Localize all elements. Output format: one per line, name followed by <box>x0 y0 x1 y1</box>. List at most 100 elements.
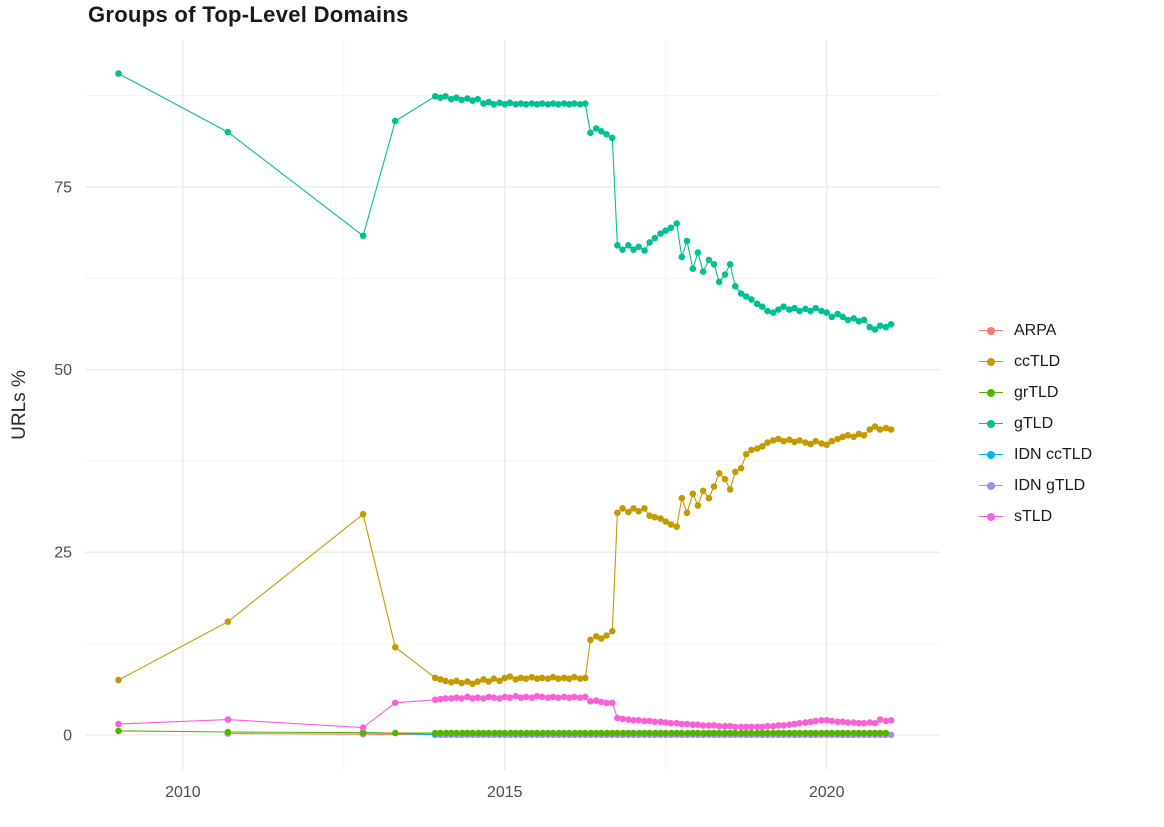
data-point-ccTLD <box>791 438 798 446</box>
data-point-ccTLD <box>587 636 594 644</box>
legend-label: ccTLD <box>1014 352 1061 370</box>
data-point-sTLD <box>844 719 852 726</box>
data-point-sTLD <box>860 719 868 727</box>
data-point-gTLD <box>115 70 122 77</box>
data-point-gTLD <box>517 100 525 107</box>
data-point-ccTLD <box>453 677 460 685</box>
data-point-sTLD <box>737 723 745 731</box>
data-point-grTLD <box>748 729 755 737</box>
data-point-gTLD <box>759 303 766 311</box>
data-point-grTLD <box>871 729 879 737</box>
data-point-sTLD <box>506 694 514 701</box>
data-point-gTLD <box>791 304 798 312</box>
data-point-gTLD <box>533 101 541 108</box>
data-point-gTLD <box>855 318 863 325</box>
data-point-grTLD <box>802 729 809 737</box>
data-point-sTLD <box>538 693 546 701</box>
legend-item-IDN-ccTLD: IDN ccTLD <box>978 439 1092 470</box>
data-point-IDN-gTLD <box>887 731 895 739</box>
data-point-grTLD <box>818 729 825 737</box>
data-point-grTLD <box>882 729 890 737</box>
data-point-sTLD <box>705 722 713 729</box>
data-point-sTLD <box>732 723 739 731</box>
data-point-gTLD <box>818 307 825 315</box>
data-point-grTLD <box>678 729 686 737</box>
data-point-grTLD <box>392 729 399 737</box>
data-point-sTLD <box>560 693 568 701</box>
data-point-sTLD <box>759 723 766 731</box>
legend-key-dot-icon <box>978 353 1004 371</box>
data-point-ccTLD <box>603 632 610 639</box>
data-point-sTLD <box>694 721 702 728</box>
data-point-grTLD <box>630 729 637 737</box>
data-point-grTLD <box>668 729 675 737</box>
data-point-sTLD <box>480 695 487 702</box>
data-point-ccTLD <box>651 513 659 521</box>
data-point-grTLD <box>464 729 471 737</box>
data-point-gTLD <box>742 293 750 300</box>
legend-label: sTLD <box>1014 507 1053 525</box>
data-point-ccTLD <box>753 445 761 452</box>
data-point-ccTLD <box>619 505 626 512</box>
data-point-sTLD <box>469 695 476 702</box>
data-point-ccTLD <box>115 676 122 684</box>
data-point-gTLD <box>737 290 745 297</box>
data-point-grTLD <box>619 729 627 737</box>
data-point-grTLD <box>823 729 830 737</box>
data-point-ccTLD <box>485 678 493 685</box>
data-point-sTLD <box>764 722 771 730</box>
data-point-sTLD <box>587 698 594 705</box>
data-point-ccTLD <box>694 502 702 509</box>
data-point-gTLD <box>448 95 455 103</box>
data-point-grTLD <box>571 729 579 737</box>
data-point-sTLD <box>689 721 697 728</box>
legend-item-IDN-gTLD: IDN gTLD <box>978 470 1092 501</box>
y-tick-label: 25 <box>54 545 72 562</box>
data-point-grTLD <box>662 729 669 737</box>
data-point-gTLD <box>571 100 578 107</box>
data-point-sTLD <box>775 722 782 729</box>
data-point-sTLD <box>710 722 718 729</box>
data-point-ccTLD <box>823 441 830 449</box>
data-point-sTLD <box>448 695 455 702</box>
data-point-ccTLD <box>855 430 863 438</box>
data-point-grTLD <box>609 729 616 737</box>
data-point-sTLD <box>549 693 557 701</box>
data-point-sTLD <box>512 692 519 700</box>
legend-item-ccTLD: ccTLD <box>978 346 1092 377</box>
data-point-gTLD <box>619 246 626 253</box>
data-point-ccTLD <box>609 627 616 635</box>
data-point-grTLD <box>850 729 857 737</box>
data-point-gTLD <box>496 99 503 107</box>
data-point-ccTLD <box>715 470 723 477</box>
data-point-ccTLD <box>528 673 536 681</box>
data-point-grTLD <box>769 729 777 737</box>
legend-key-point <box>987 326 995 335</box>
data-point-ccTLD <box>769 437 777 444</box>
data-point-grTLD <box>876 729 884 737</box>
data-point-grTLD <box>700 729 707 737</box>
data-point-sTLD <box>603 699 610 707</box>
data-point-sTLD <box>855 719 863 727</box>
data-point-gTLD <box>453 94 460 101</box>
data-point-ccTLD <box>871 423 879 430</box>
data-point-sTLD <box>522 693 530 701</box>
data-point-grTLD <box>592 729 600 737</box>
data-point-sTLD <box>796 719 803 727</box>
data-point-ccTLD <box>565 675 573 682</box>
data-point-grTLD <box>115 727 122 735</box>
data-point-grTLD <box>587 729 595 737</box>
data-point-sTLD <box>565 694 573 701</box>
data-point-sTLD <box>641 717 648 725</box>
legend-key-dot-icon <box>978 477 1004 495</box>
data-point-ccTLD <box>533 675 541 682</box>
data-point-grTLD <box>657 729 664 737</box>
data-point-gTLD <box>726 261 734 268</box>
data-point-gTLD <box>592 125 600 132</box>
data-point-grTLD <box>791 729 798 737</box>
legend-key-point <box>987 450 995 459</box>
data-point-sTLD <box>673 719 680 727</box>
data-point-sTLD <box>517 694 525 701</box>
data-point-grTLD <box>582 729 589 737</box>
